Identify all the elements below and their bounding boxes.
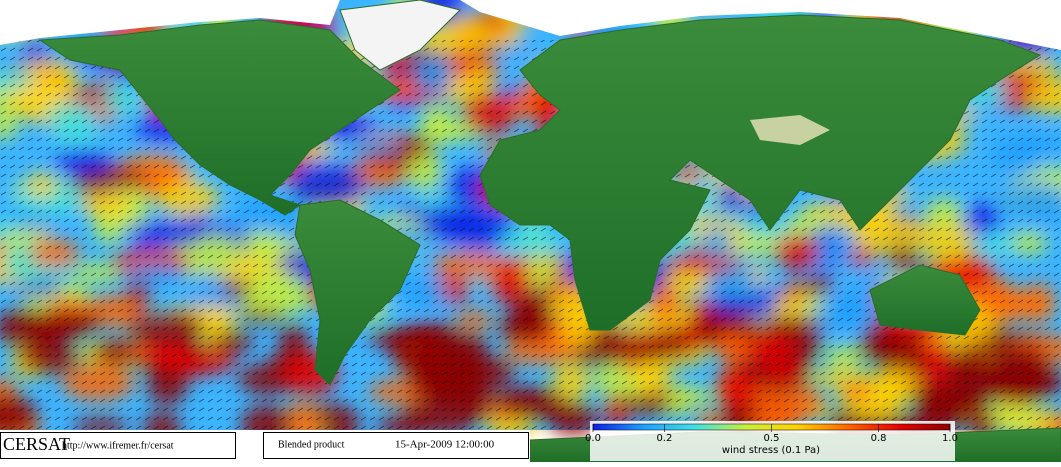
south-america <box>294 199 421 386</box>
colorbar-tick-label: 0.5 <box>764 433 780 444</box>
arctic-ice <box>0 0 1061 50</box>
colorbar-tick-label: 0.2 <box>656 433 672 444</box>
colorbar-label: wind stress (0.1 Pa) <box>722 445 820 456</box>
colorbar-tick-label: 1.0 <box>942 433 958 444</box>
url: http://www.ifremer.fr/cersat <box>62 440 174 451</box>
eurasia-africa <box>479 14 1042 331</box>
north-america <box>38 19 401 216</box>
colorbar-tick-label: 0.0 <box>585 433 601 444</box>
logo: CERSAT <box>3 434 70 454</box>
colorbar-tick-label: 0.8 <box>871 433 887 444</box>
australia <box>869 264 981 336</box>
tibet <box>750 115 830 145</box>
product-box <box>263 432 529 459</box>
product: Blended product <box>278 439 345 450</box>
greenland <box>339 0 461 71</box>
logo-box <box>0 432 236 459</box>
date: 15-Apr-2009 12:00:00 <box>395 439 495 451</box>
